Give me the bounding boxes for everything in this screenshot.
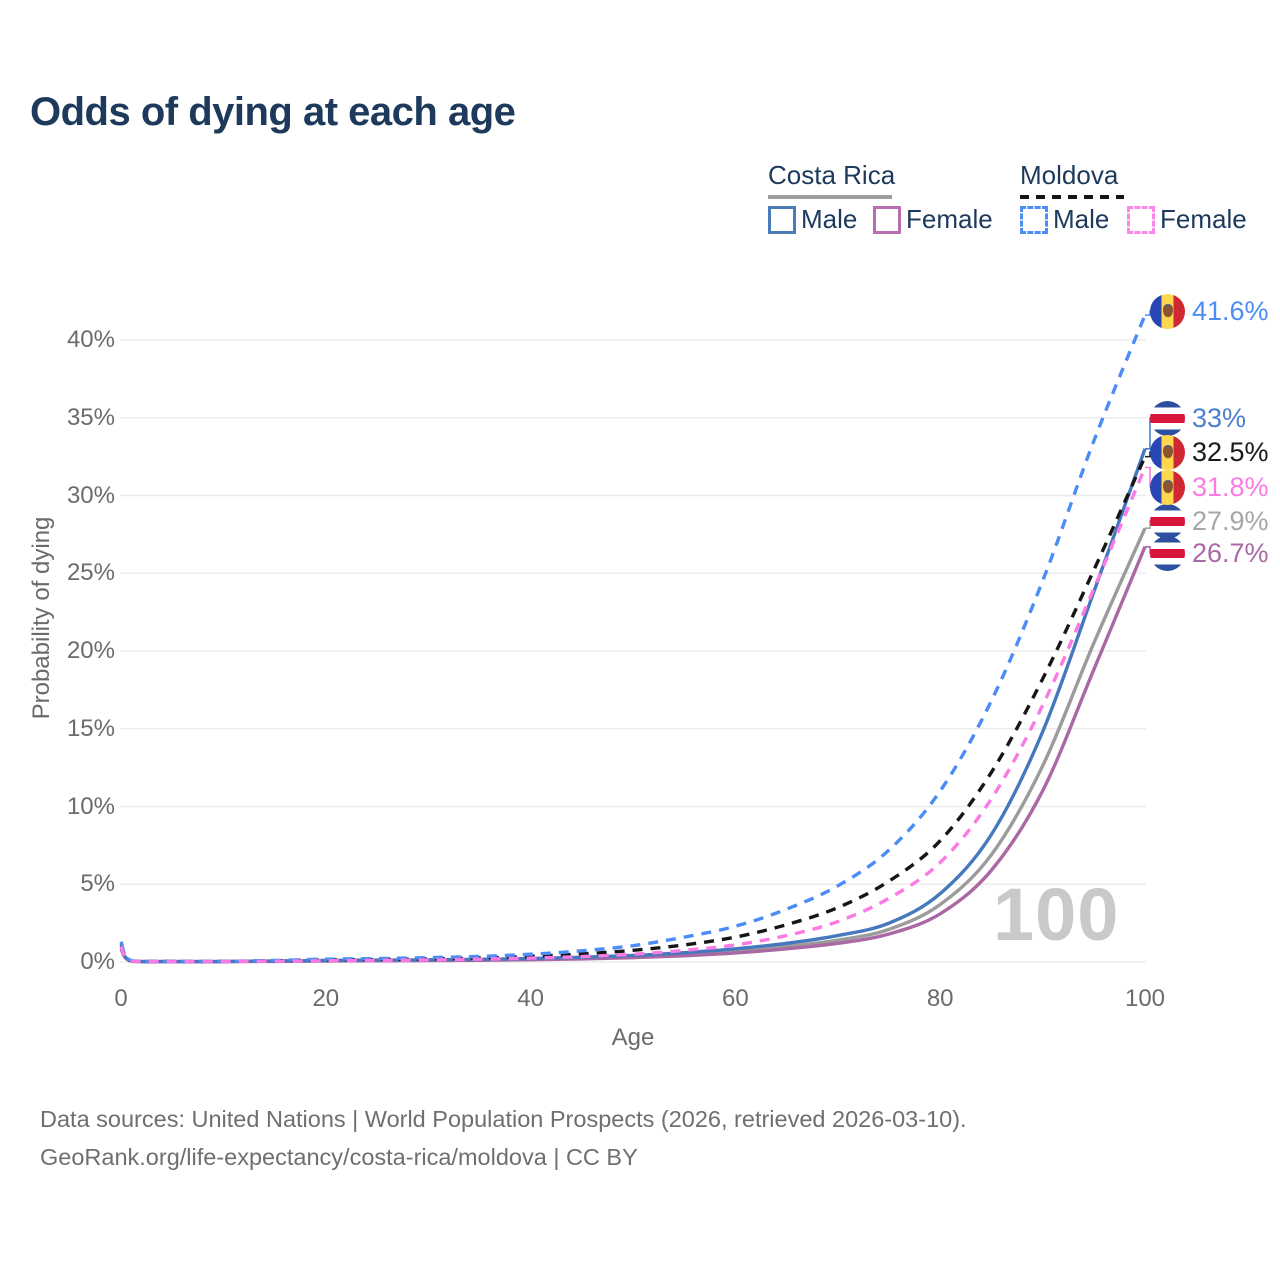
legend-label-moldova-male[interactable]: Male <box>1053 204 1110 234</box>
end-label-md_female: 31.8% <box>1150 469 1269 505</box>
end-value-cr_total: 27.9% <box>1192 505 1269 536</box>
series-line-md_male <box>119 314 1147 964</box>
end-value-md_male: 41.6% <box>1192 295 1269 326</box>
end-value-cr_male: 33% <box>1192 402 1247 433</box>
x-tick-100: 100 <box>1124 985 1166 1012</box>
end-value-md_total: 32.5% <box>1192 436 1269 467</box>
costa-rica-flag-icon <box>1150 503 1185 539</box>
y-tick-10pct: 10% <box>66 792 115 820</box>
y-tick-0pct: 0% <box>80 948 115 975</box>
series-line-cr_total <box>119 527 1147 964</box>
y-tick-30pct: 30% <box>66 481 115 509</box>
end-value-md_female: 31.8% <box>1192 471 1269 502</box>
footer-data-sources: Data sources: United Nations | World Pop… <box>40 1106 967 1132</box>
legend-swatch-moldova-male[interactable] <box>1020 206 1048 234</box>
y-tick-15pct: 15% <box>66 714 115 742</box>
legend-swatch-costa-rica-female[interactable] <box>873 206 901 234</box>
series-line-cr_male <box>119 448 1147 964</box>
x-tick-60: 60 <box>722 985 749 1012</box>
x-tick-20: 20 <box>312 985 340 1012</box>
age-watermark: 100 <box>993 873 1120 956</box>
x-tick-40: 40 <box>517 985 544 1012</box>
legend-group-title-costa-rica: Costa Rica <box>768 160 896 190</box>
end-label-cr_total: 27.9% <box>1150 503 1269 539</box>
x-tick-0: 0 <box>114 985 128 1012</box>
series-line-md_total <box>119 455 1147 964</box>
y-tick-40pct: 40% <box>66 326 115 353</box>
end-label-cr_female: 26.7% <box>1150 535 1269 571</box>
costa-rica-flag-icon <box>1150 400 1185 436</box>
moldova-flag-icon <box>1150 434 1185 470</box>
x-tick-80: 80 <box>926 985 954 1012</box>
legend-swatch-moldova-female[interactable] <box>1127 206 1155 234</box>
legend-label-costa-rica-female[interactable]: Female <box>906 204 993 234</box>
y-axis-title: Probability of dying <box>28 516 55 720</box>
legend-underline-costa-rica-solid <box>768 195 892 199</box>
moldova-flag-icon <box>1150 469 1185 505</box>
x-axis-title: Age <box>611 1024 655 1051</box>
page-title: Odds of dying at each age <box>30 90 516 134</box>
footer-attribution-link[interactable]: GeoRank.org/life-expectancy/costa-rica/m… <box>40 1144 638 1170</box>
y-tick-5pct: 5% <box>80 870 115 898</box>
y-tick-35pct: 35% <box>66 403 115 431</box>
y-tick-25pct: 25% <box>66 559 115 587</box>
end-label-md_total: 32.5% <box>1150 434 1269 470</box>
series-line-cr_female <box>119 546 1147 964</box>
legend-label-costa-rica-male[interactable]: Male <box>801 204 858 234</box>
y-tick-20pct: 20% <box>66 637 115 664</box>
end-label-cr_male: 33% <box>1150 400 1246 436</box>
end-label-md_male: 41.6% <box>1150 293 1269 329</box>
series-line-md_female <box>119 466 1147 964</box>
legend-label-moldova-female[interactable]: Female <box>1160 204 1247 234</box>
legend-group-title-moldova: Moldova <box>1020 160 1119 190</box>
moldova-flag-icon <box>1150 293 1185 329</box>
legend-swatch-costa-rica-male[interactable] <box>768 206 796 234</box>
legend-underline-moldova-dashed <box>1020 195 1124 199</box>
costa-rica-flag-icon <box>1150 535 1185 571</box>
end-value-cr_female: 26.7% <box>1192 537 1269 568</box>
